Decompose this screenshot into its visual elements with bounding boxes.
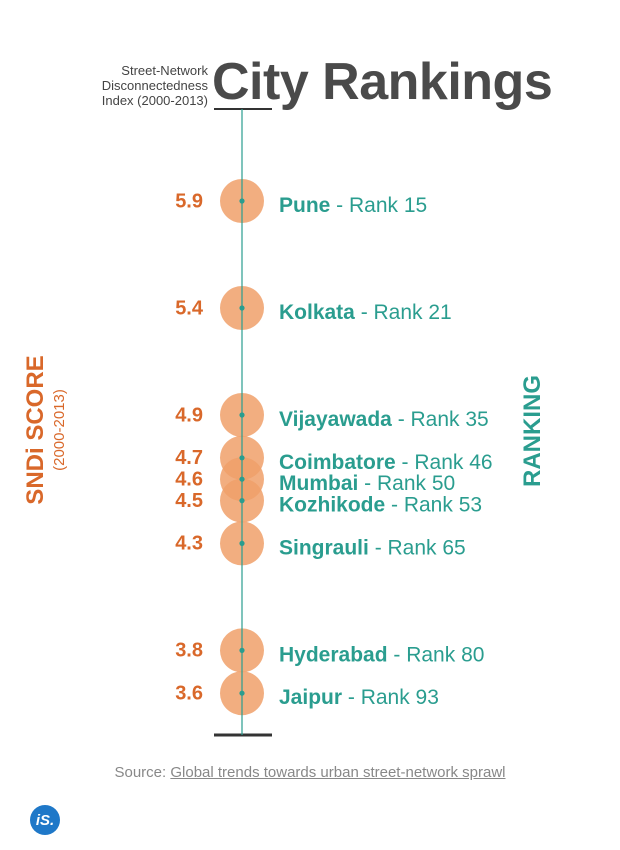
score-dot-vijayawada [239, 412, 245, 418]
rank-text: - Rank 80 [388, 643, 485, 666]
chart-title: City Rankings [212, 53, 553, 111]
city-name: Singrauli [279, 536, 369, 559]
source-prefix: Source: [114, 764, 171, 781]
chart-subtitle: Street-Network Disconnectedness Index (2… [60, 63, 208, 108]
city-label-singrauli: Singrauli - Rank 65 [279, 536, 466, 559]
rank-text: - Rank 53 [385, 493, 482, 516]
score-dot-mumbai [239, 476, 245, 482]
rank-text: - Rank 21 [355, 301, 452, 324]
city-label-pune: Pune - Rank 15 [279, 194, 427, 217]
score-label-coimbatore: 4.7 [175, 447, 203, 469]
score-label-mumbai: 4.6 [175, 468, 203, 490]
city-label-mumbai: Mumbai - Rank 50 [279, 472, 455, 495]
city-name: Pune [279, 194, 330, 217]
city-name: Coimbatore [279, 450, 396, 473]
city-label-kolkata: Kolkata - Rank 21 [279, 301, 452, 324]
score-dot-jaipur [239, 690, 245, 696]
city-name: Jaipur [279, 686, 342, 709]
score-label-singrauli: 4.3 [175, 533, 203, 555]
city-label-kozhikode: Kozhikode - Rank 53 [279, 493, 482, 516]
source-link[interactable]: Global trends towards urban street-netwo… [170, 764, 506, 781]
score-dot-singrauli [239, 540, 245, 547]
subtitle-line-1: Street-Network [121, 63, 208, 78]
dot-layer [239, 198, 245, 696]
score-label-pune: 5.9 [175, 190, 203, 212]
rank-text: - Rank 93 [342, 686, 439, 709]
rank-text: - Rank 65 [369, 536, 466, 559]
subtitle-line-3: Index (2000-2013) [101, 93, 208, 108]
city-name: Kolkata [279, 301, 355, 324]
score-dot-kolkata [239, 305, 245, 311]
score-dot-coimbatore [239, 455, 245, 461]
rank-text: - Rank 50 [358, 472, 455, 495]
score-label-jaipur: 3.6 [175, 682, 203, 704]
score-dot-kozhikode [239, 498, 245, 504]
rank-text: - Rank 35 [392, 408, 489, 431]
city-name: Hyderabad [279, 643, 388, 666]
rank-text: - Rank 46 [396, 450, 493, 473]
score-dot-hyderabad [239, 647, 245, 654]
score-label-hyderabad: 3.8 [175, 640, 203, 662]
score-dot-pune [239, 198, 245, 204]
city-label-coimbatore: Coimbatore - Rank 46 [279, 450, 493, 473]
subtitle-line-2: Disconnectedness [101, 78, 208, 93]
logo-badge: iS. [30, 805, 60, 835]
city-name: Vijayawada [279, 408, 392, 431]
score-label-kozhikode: 4.5 [175, 490, 203, 512]
city-label-vijayawada: Vijayawada - Rank 35 [279, 408, 489, 431]
city-name: Mumbai [279, 472, 358, 495]
score-label-vijayawada: 4.9 [175, 404, 203, 426]
city-name: Kozhikode [279, 493, 385, 516]
label-layer: 5.9 Pune - Rank 15 5.4 Kolkata - Rank 21 4.9… [175, 190, 492, 708]
city-label-hyderabad: Hyderabad - Rank 80 [279, 643, 484, 666]
rank-text: - Rank 15 [330, 194, 427, 217]
source-note: Source: Global trends towards urban stre… [0, 764, 620, 781]
city-label-jaipur: Jaipur - Rank 93 [279, 686, 439, 709]
score-label-kolkata: 5.4 [175, 297, 204, 319]
